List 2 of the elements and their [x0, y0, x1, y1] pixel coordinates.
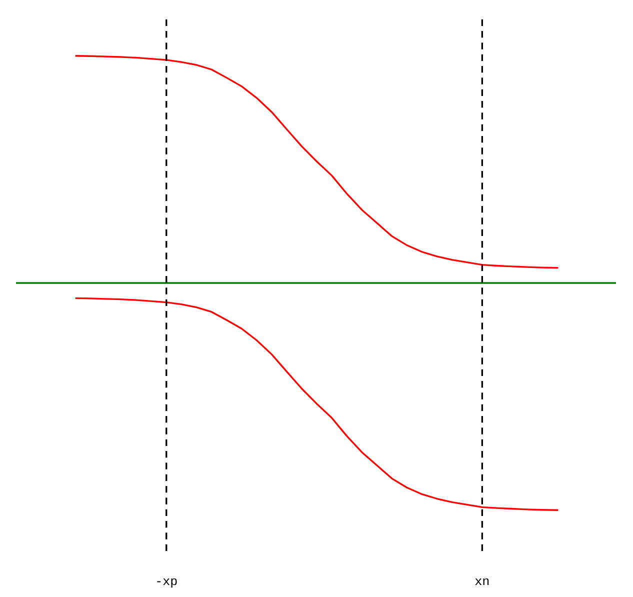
x-tick-label: xn	[475, 578, 489, 586]
x-tick-label: -xp	[157, 578, 177, 588]
